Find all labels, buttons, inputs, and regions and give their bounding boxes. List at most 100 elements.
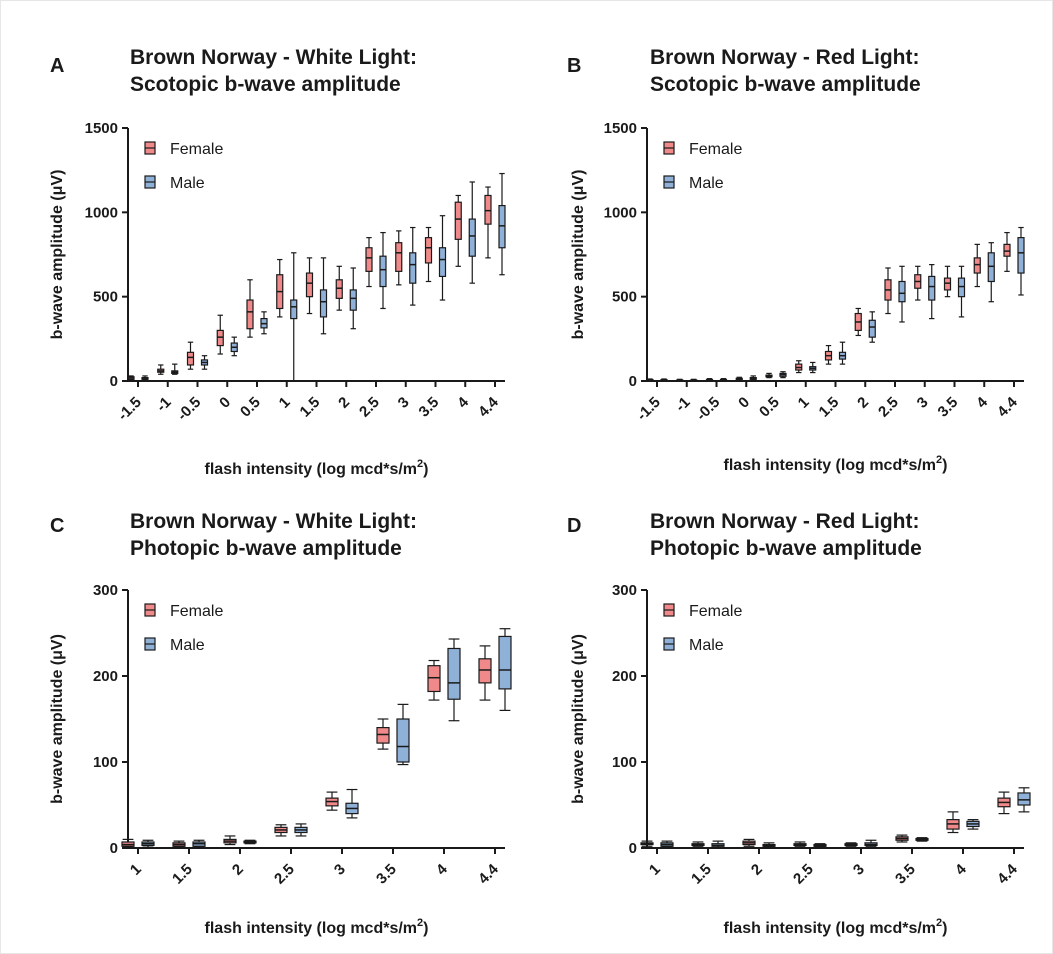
chart-title-line1: Brown Norway - White Light: bbox=[130, 510, 417, 533]
box-male bbox=[243, 839, 257, 845]
box-male bbox=[749, 375, 757, 381]
box-iqr bbox=[335, 279, 343, 299]
box-iqr bbox=[186, 351, 195, 366]
box-male bbox=[711, 840, 725, 849]
box-female bbox=[795, 360, 803, 374]
box-male bbox=[809, 361, 817, 374]
box-male bbox=[319, 257, 328, 335]
legend-label-female: Female bbox=[689, 603, 742, 620]
panel-letter: A bbox=[50, 55, 64, 77]
box-male bbox=[838, 341, 847, 365]
box-male bbox=[171, 363, 179, 375]
box-iqr bbox=[498, 204, 506, 249]
box-female bbox=[427, 659, 441, 701]
box-female bbox=[943, 265, 952, 298]
box-iqr bbox=[1017, 237, 1025, 274]
box-male bbox=[868, 311, 876, 343]
chart-panel-d: D Brown Norway - Red Light: Photopic b-wav… bbox=[567, 510, 1031, 937]
box-male bbox=[141, 375, 149, 381]
x-tick-label: 2 bbox=[854, 394, 872, 412]
x-tick-label: 3 bbox=[914, 394, 932, 412]
y-tick-label: 100 bbox=[93, 754, 118, 771]
x-tick-label: 2.5 bbox=[271, 861, 298, 888]
y-tick-label: 1500 bbox=[85, 120, 118, 137]
legend-label-male: Male bbox=[689, 637, 724, 654]
box-female bbox=[216, 314, 224, 355]
box-male bbox=[345, 788, 359, 819]
box-male bbox=[290, 252, 298, 382]
series-male bbox=[660, 226, 1025, 382]
x-tick-label: 3 bbox=[850, 861, 868, 879]
box-iqr bbox=[1003, 243, 1011, 257]
chart-title-line2: Scotopic b-wave amplitude bbox=[130, 73, 401, 96]
box-iqr bbox=[319, 289, 328, 318]
box-female bbox=[121, 838, 135, 848]
box-male bbox=[957, 265, 966, 318]
box-female bbox=[276, 258, 284, 318]
legend-label-male: Male bbox=[170, 637, 205, 654]
y-tick-label: 500 bbox=[93, 289, 118, 306]
box-female bbox=[172, 840, 186, 848]
box-iqr bbox=[305, 272, 314, 298]
box-iqr bbox=[396, 718, 410, 763]
box-female bbox=[824, 344, 833, 365]
box-iqr bbox=[478, 658, 492, 684]
x-tick-label: -0.5 bbox=[693, 394, 723, 424]
box-female bbox=[844, 842, 858, 847]
box-male bbox=[200, 355, 209, 370]
box-iqr bbox=[365, 247, 373, 272]
x-axis-label: flash intensity (log mcd*s/m2) bbox=[205, 458, 429, 478]
chart-title-line1: Brown Norway - Red Light: bbox=[650, 510, 920, 533]
box-female bbox=[1003, 231, 1011, 272]
box-female bbox=[765, 372, 773, 379]
chart-title-line2: Photopic b-wave amplitude bbox=[130, 537, 402, 560]
box-female bbox=[424, 226, 433, 283]
box-female bbox=[127, 375, 135, 381]
box-female bbox=[395, 230, 403, 286]
box-female bbox=[335, 265, 343, 311]
series-male bbox=[141, 172, 506, 382]
x-tick-label: 4.4 bbox=[475, 393, 502, 420]
box-iqr bbox=[216, 329, 224, 347]
box-male bbox=[379, 231, 387, 310]
box-female bbox=[186, 341, 195, 370]
legend: Female Male bbox=[144, 141, 223, 192]
x-tick-label: 3 bbox=[395, 394, 413, 412]
box-iqr bbox=[928, 275, 936, 301]
box-female bbox=[997, 791, 1011, 815]
box-male bbox=[719, 378, 728, 382]
x-tick-label: 1.5 bbox=[169, 861, 196, 888]
box-iqr bbox=[438, 247, 447, 278]
x-tick-label: 0 bbox=[216, 394, 234, 412]
legend-label-male: Male bbox=[170, 175, 205, 192]
x-tick-label: -1.5 bbox=[634, 394, 664, 424]
series-female bbox=[646, 231, 1011, 382]
box-male bbox=[438, 215, 447, 301]
box-iqr bbox=[468, 218, 476, 257]
box-female bbox=[735, 376, 743, 382]
box-iqr bbox=[898, 280, 906, 303]
box-male bbox=[690, 378, 698, 382]
box-iqr bbox=[395, 242, 403, 272]
box-female bbox=[454, 194, 462, 267]
box-iqr bbox=[379, 255, 387, 288]
box-female bbox=[946, 811, 960, 834]
y-tick-label: 1000 bbox=[604, 204, 637, 221]
x-tick-label: 0 bbox=[735, 394, 753, 412]
series-female bbox=[127, 186, 492, 381]
box-iqr bbox=[376, 726, 390, 744]
box-iqr bbox=[349, 289, 357, 311]
box-female bbox=[676, 378, 684, 382]
x-tick-label: 3.5 bbox=[416, 394, 443, 421]
box-male bbox=[779, 371, 787, 379]
chart-title-line1: Brown Norway - White Light: bbox=[130, 46, 417, 69]
chart-title-line1: Brown Norway - Red Light: bbox=[650, 46, 920, 69]
box-iqr bbox=[484, 194, 492, 225]
box-female bbox=[376, 718, 390, 750]
x-tick-label: 2.5 bbox=[356, 394, 383, 421]
box-female bbox=[854, 307, 862, 337]
box-male bbox=[813, 843, 827, 848]
box-female bbox=[484, 186, 492, 259]
box-iqr bbox=[987, 252, 995, 283]
box-female bbox=[223, 835, 237, 846]
